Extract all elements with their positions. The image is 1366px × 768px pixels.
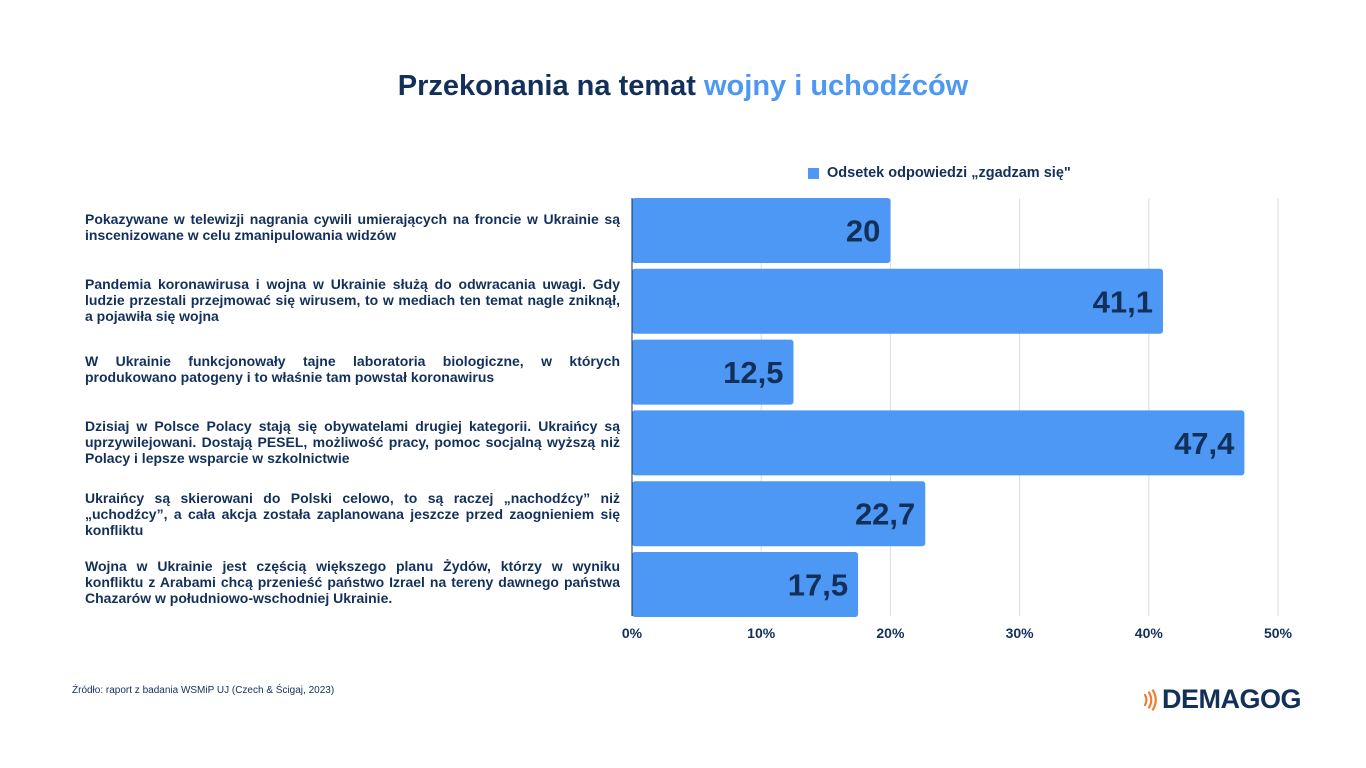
bar bbox=[632, 481, 926, 547]
legend: Odsetek odpowiedzi „zgadzam się" bbox=[808, 165, 1071, 181]
category-label-3: W Ukrainie funkcjonowały tajne laborator… bbox=[85, 353, 620, 385]
bar bbox=[632, 198, 891, 263]
bar-value-label: 22,7 bbox=[855, 497, 915, 532]
category-label-2: Pandemia koronawirusa i wojna w Ukrainie… bbox=[85, 276, 620, 324]
chart-title: Przekonania na temat wojny i uchodźców bbox=[0, 70, 1366, 103]
bar-value-label: 12,5 bbox=[723, 355, 783, 390]
logo-text: DEMAGOG bbox=[1162, 684, 1302, 714]
sound-waves-icon bbox=[1143, 688, 1157, 711]
category-label-4: Dzisiaj w Polsce Polacy stają się obywat… bbox=[85, 418, 620, 466]
category-label-5: Ukraińcy są skierowani do Polski celowo,… bbox=[85, 490, 620, 538]
bar bbox=[632, 410, 1245, 476]
category-label-6: Wojna w Ukrainie jest częścią większego … bbox=[85, 558, 620, 606]
x-tick-label: 50% bbox=[1264, 625, 1293, 641]
legend-swatch bbox=[808, 167, 819, 179]
demagog-logo: DEMAGOG bbox=[1142, 684, 1302, 715]
title-part-1: Przekonania na temat bbox=[397, 70, 704, 102]
x-tick-label: 0% bbox=[622, 625, 643, 641]
title-part-2: wojny i uchodźców bbox=[703, 70, 969, 102]
bar-value-label: 47,4 bbox=[1174, 426, 1235, 461]
bar bbox=[632, 552, 859, 617]
bar bbox=[632, 339, 794, 405]
bar-value-label: 17,5 bbox=[788, 568, 848, 603]
x-tick-label: 10% bbox=[747, 625, 776, 641]
category-label-1: Pokazywane w telewizji nagrania cywili u… bbox=[85, 211, 620, 243]
x-tick-label: 40% bbox=[1135, 625, 1164, 641]
x-tick-label: 20% bbox=[876, 625, 905, 641]
x-tick-label: 30% bbox=[1006, 625, 1035, 641]
source-note: Źródło: raport z badania WSMiP UJ (Czech… bbox=[72, 685, 335, 696]
legend-label: Odsetek odpowiedzi „zgadzam się" bbox=[827, 165, 1071, 181]
bar-value-label: 41,1 bbox=[1093, 284, 1153, 319]
bar bbox=[632, 268, 1164, 334]
bar-value-label: 20 bbox=[846, 214, 880, 249]
